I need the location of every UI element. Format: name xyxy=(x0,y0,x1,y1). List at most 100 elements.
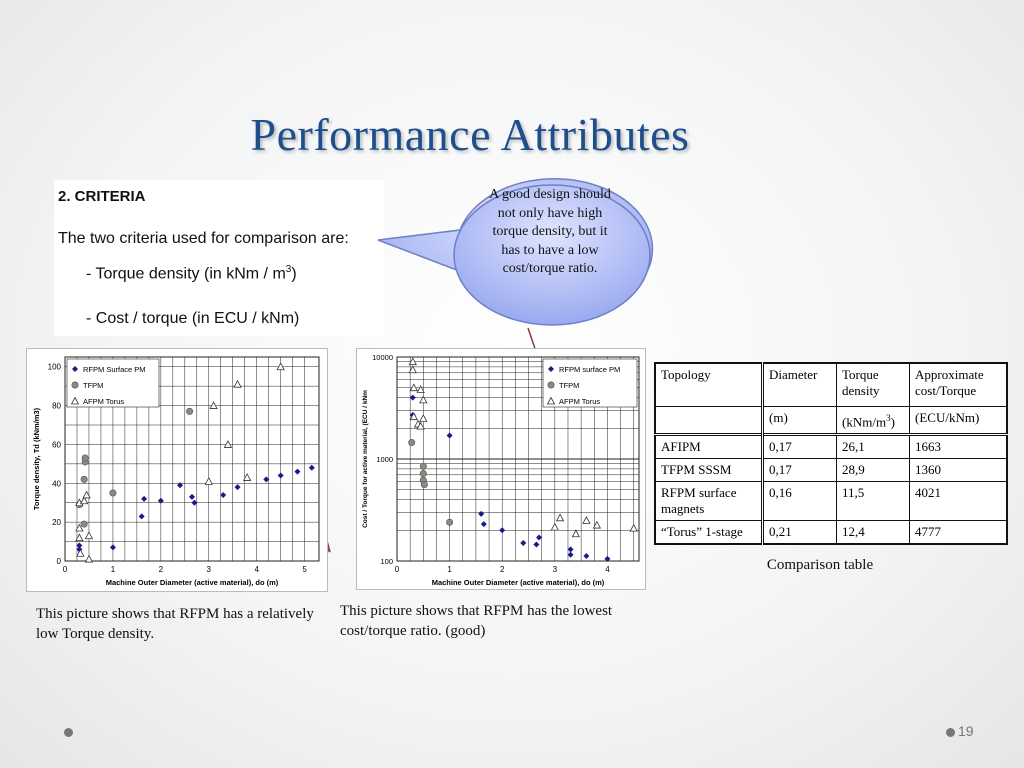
slide-title: Performance Attributes xyxy=(250,109,690,160)
page-number: 19 xyxy=(958,723,974,739)
data-point xyxy=(76,548,85,557)
data-point xyxy=(84,531,94,540)
criteria-item-1-sup: 3 xyxy=(285,264,292,275)
table-cell: 26,1 xyxy=(836,433,910,460)
criteria-heading: 2. CRITERIA xyxy=(58,188,146,205)
data-point xyxy=(416,421,425,430)
table-units-row: (m) (kNm/m3) (ECU/kNm) xyxy=(654,405,1008,436)
y-tick-label: 40 xyxy=(52,479,61,488)
data-point xyxy=(233,379,242,388)
x-tick-label: 1 xyxy=(447,565,452,574)
data-point xyxy=(263,476,270,483)
data-point xyxy=(416,385,425,393)
data-point xyxy=(157,497,164,504)
data-point xyxy=(223,440,233,448)
data-point xyxy=(555,513,565,522)
data-point xyxy=(177,482,184,489)
legend-entry: TFPM xyxy=(559,381,579,390)
legend-entry: RFPM Surface PM xyxy=(83,365,146,374)
x-tick-label: 3 xyxy=(207,565,212,574)
table-cell: 0,16 xyxy=(762,481,837,522)
legend-marker xyxy=(548,366,554,372)
data-point xyxy=(550,522,559,531)
legend-marker xyxy=(546,396,556,405)
data-point xyxy=(308,464,315,471)
torque-density-chart-svg: 0 1 2 3 4 5 0 20 40 60 80 100 Machine Outer Diameter… xyxy=(32,356,320,587)
data-point xyxy=(76,542,83,549)
data-point xyxy=(408,439,416,447)
table-unit-cell xyxy=(654,405,764,436)
table-cell: 0,21 xyxy=(762,520,837,545)
table-cell: RFPM surface magnets xyxy=(654,481,764,522)
data-point xyxy=(419,462,427,470)
x-tick-label: 2 xyxy=(159,565,164,574)
table-unit-cell: (m) xyxy=(762,405,837,436)
legend-entry: AFPM Torus xyxy=(559,397,600,406)
y-tick-label: 0 xyxy=(57,557,62,566)
x-tick-label: 4 xyxy=(254,565,259,574)
x-tick-label: 3 xyxy=(553,565,558,574)
data-point xyxy=(408,365,417,374)
y-tick-label: 1000 xyxy=(376,455,393,464)
y-tick-label: 100 xyxy=(380,557,393,566)
data-point xyxy=(478,510,485,517)
data-point xyxy=(75,533,84,542)
data-point xyxy=(567,551,574,558)
data-point xyxy=(480,521,487,528)
data-point xyxy=(533,541,540,548)
table-row: “Torus” 1-stage 0,21 12,4 4777 xyxy=(654,520,1008,545)
data-point xyxy=(592,520,602,529)
data-point xyxy=(276,362,285,371)
y-tick-label: 80 xyxy=(52,402,61,411)
data-point xyxy=(409,383,419,392)
x-tick-label: 1 xyxy=(111,565,116,574)
data-point xyxy=(234,484,241,491)
data-point xyxy=(109,544,116,551)
data-point xyxy=(583,552,590,559)
cost-torque-chart: 0 1 2 3 4 100 1000 10000 Machine Outer Diameter … xyxy=(356,348,646,590)
criteria-box: 2. CRITERIA The two criteria used for co… xyxy=(54,180,384,336)
caption-left: This picture shows that RFPM has a relat… xyxy=(36,606,314,642)
x-tick-label: 4 xyxy=(605,565,610,574)
legend-entry: RFPM surface PM xyxy=(559,365,620,374)
data-point xyxy=(420,481,428,489)
data-point xyxy=(84,554,94,563)
legend-marker xyxy=(547,381,555,389)
table-cell: TFPM SSSM xyxy=(654,458,764,483)
legend-box xyxy=(66,358,160,408)
x-tick-label: 2 xyxy=(500,565,505,574)
data-point xyxy=(220,491,227,498)
data-point xyxy=(189,493,195,500)
table-unit-end: ) xyxy=(890,414,895,430)
criteria-item-1-end: ) xyxy=(291,265,297,283)
table-row: TFPM SSSM 0,17 28,9 1360 xyxy=(654,458,1008,483)
table-cell: “Torus” 1-stage xyxy=(654,520,764,545)
table-cell: 12,4 xyxy=(836,520,910,545)
legend-marker xyxy=(71,381,79,389)
data-point xyxy=(209,401,218,409)
x-tick-label: 0 xyxy=(395,565,400,574)
table-header-cell: Approximate cost/Torque xyxy=(909,362,1008,407)
table-cell: 11,5 xyxy=(836,481,910,522)
criteria-intro: The two criteria used for comparison are… xyxy=(58,230,349,247)
data-point xyxy=(571,529,581,538)
table-unit-text: (kNm/m xyxy=(842,414,887,430)
table-row: RFPM surface magnets 0,16 11,5 4021 xyxy=(654,481,1008,522)
table-cell: 0,17 xyxy=(762,433,837,460)
data-point xyxy=(446,432,453,439)
data-point xyxy=(567,546,574,553)
y-axis-label: Torque density, Td (kNm/m3) xyxy=(32,407,41,510)
x-tick-label: 5 xyxy=(302,565,307,574)
data-point xyxy=(408,357,417,366)
x-axis-label: Machine Outer Diameter (active material)… xyxy=(106,578,279,587)
y-tick-label: 100 xyxy=(48,363,62,372)
data-point xyxy=(80,475,88,483)
y-axis-label: Cost / Torque for active material, (ECU … xyxy=(362,390,369,528)
data-point xyxy=(242,473,252,481)
data-point xyxy=(186,407,194,415)
data-point xyxy=(138,513,145,520)
data-point xyxy=(499,527,506,534)
data-point xyxy=(294,468,301,475)
y-tick-label: 60 xyxy=(52,440,61,449)
table-row: AFIPM 0,17 26,1 1663 xyxy=(654,433,1008,460)
